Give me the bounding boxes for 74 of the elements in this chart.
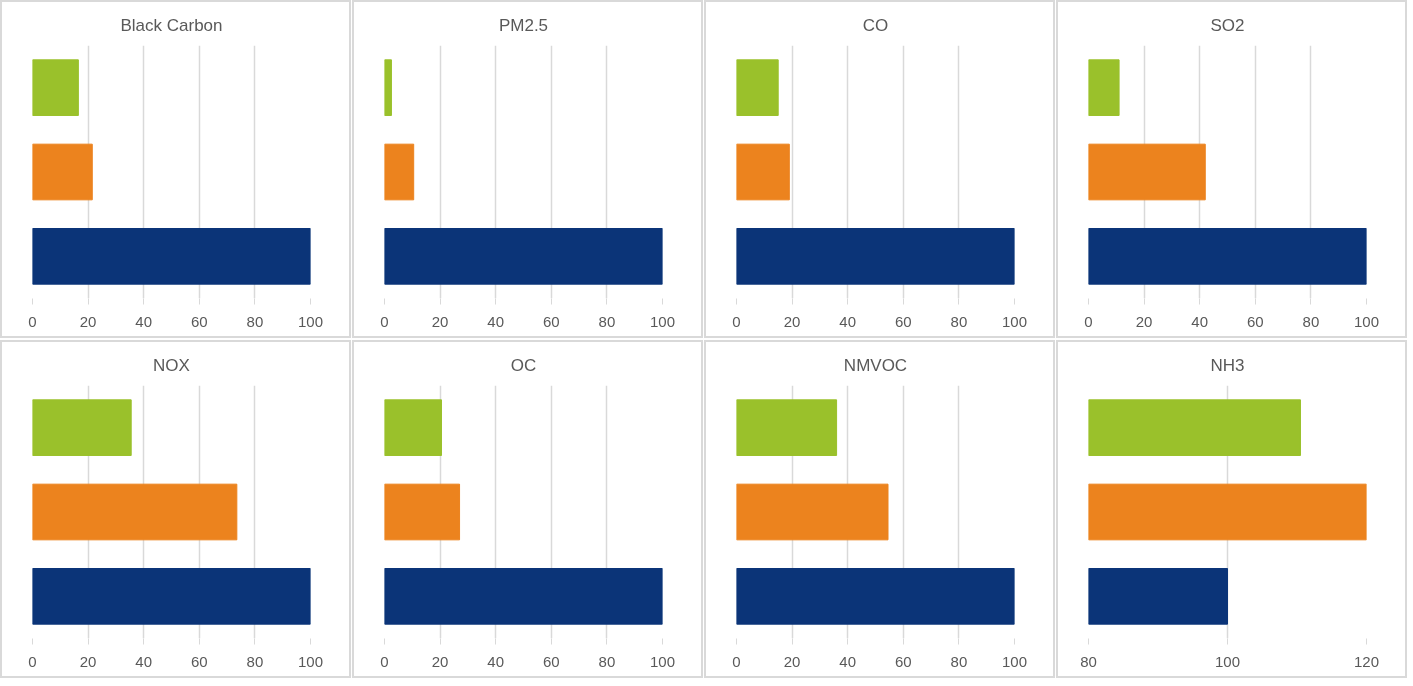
- x-tick-label: 80: [950, 312, 968, 330]
- x-tick-label: 100: [649, 312, 676, 330]
- chart-title: OC: [510, 355, 537, 375]
- x-tick-label: 80: [950, 652, 968, 670]
- x-tick-label: 80: [246, 652, 264, 670]
- chart-title: Black Carbon: [120, 15, 223, 35]
- x-tick-label: 20: [79, 312, 97, 330]
- x-tick-label: 60: [190, 312, 208, 330]
- bar: [32, 143, 93, 201]
- x-tick-label: 40: [487, 312, 505, 330]
- x-tick-label: 100: [297, 652, 324, 670]
- x-tick-label: 0: [732, 312, 741, 330]
- chart-title: CO: [862, 15, 889, 35]
- x-tick-label: 0: [732, 652, 741, 670]
- x-tick-label: 80: [598, 652, 616, 670]
- bar: [384, 59, 392, 116]
- chart-title: NOX: [153, 355, 190, 375]
- x-tick-label: 100: [1001, 652, 1028, 670]
- x-tick-label: 20: [783, 652, 801, 670]
- x-tick-label: 0: [1084, 312, 1093, 330]
- x-tick-label: 100: [297, 312, 324, 330]
- bar: [32, 483, 238, 541]
- x-tick-label: 100: [1214, 652, 1241, 670]
- bar: [32, 568, 311, 625]
- x-tick-label: 40: [135, 312, 153, 330]
- x-tick-label: 20: [783, 312, 801, 330]
- bar: [736, 399, 838, 456]
- x-tick-label: 0: [380, 652, 389, 670]
- x-tick-label: 40: [839, 652, 857, 670]
- x-tick-label: 40: [839, 312, 857, 330]
- x-tick-label: 60: [894, 652, 912, 670]
- bar: [736, 568, 1015, 625]
- x-tick-label: 0: [28, 312, 37, 330]
- bar: [384, 483, 461, 541]
- x-tick-label: 100: [649, 652, 676, 670]
- x-tick-label: 120: [1353, 652, 1380, 670]
- bar: [736, 228, 1015, 285]
- bar: [736, 143, 790, 201]
- bar: [384, 399, 442, 456]
- x-tick-label: 20: [431, 312, 449, 330]
- x-tick-label: 20: [79, 652, 97, 670]
- x-tick-label: 0: [380, 312, 389, 330]
- bar: [1088, 228, 1367, 285]
- x-tick-label: 0: [28, 652, 37, 670]
- x-tick-label: 80: [1302, 312, 1320, 330]
- bar: [1088, 143, 1206, 201]
- x-tick-label: 40: [1191, 312, 1209, 330]
- bar: [736, 59, 779, 116]
- x-tick-label: 40: [487, 652, 505, 670]
- bar: [32, 399, 132, 456]
- x-tick-label: 100: [1001, 312, 1028, 330]
- x-tick-label: 100: [1353, 312, 1380, 330]
- bar: [736, 483, 889, 541]
- chart-title: NMVOC: [843, 355, 908, 375]
- x-tick-label: 80: [598, 312, 616, 330]
- x-tick-label: 20: [431, 652, 449, 670]
- bar: [32, 228, 311, 285]
- x-tick-label: 60: [1246, 312, 1264, 330]
- bar: [1088, 59, 1120, 116]
- bar: [384, 143, 415, 201]
- bar: [32, 59, 79, 116]
- chart-title: SO2: [1210, 15, 1245, 35]
- x-tick-label: 80: [246, 312, 264, 330]
- chart-title: NH3: [1210, 355, 1245, 375]
- x-tick-label: 60: [190, 652, 208, 670]
- x-tick-label: 60: [894, 312, 912, 330]
- bar: [384, 568, 663, 625]
- bar: [384, 228, 663, 285]
- x-tick-label: 20: [1135, 312, 1153, 330]
- x-tick-label: 80: [1080, 652, 1097, 670]
- x-tick-label: 60: [542, 312, 560, 330]
- chart-title: PM2.5: [498, 15, 549, 35]
- x-tick-label: 60: [542, 652, 560, 670]
- x-tick-label: 40: [135, 652, 153, 670]
